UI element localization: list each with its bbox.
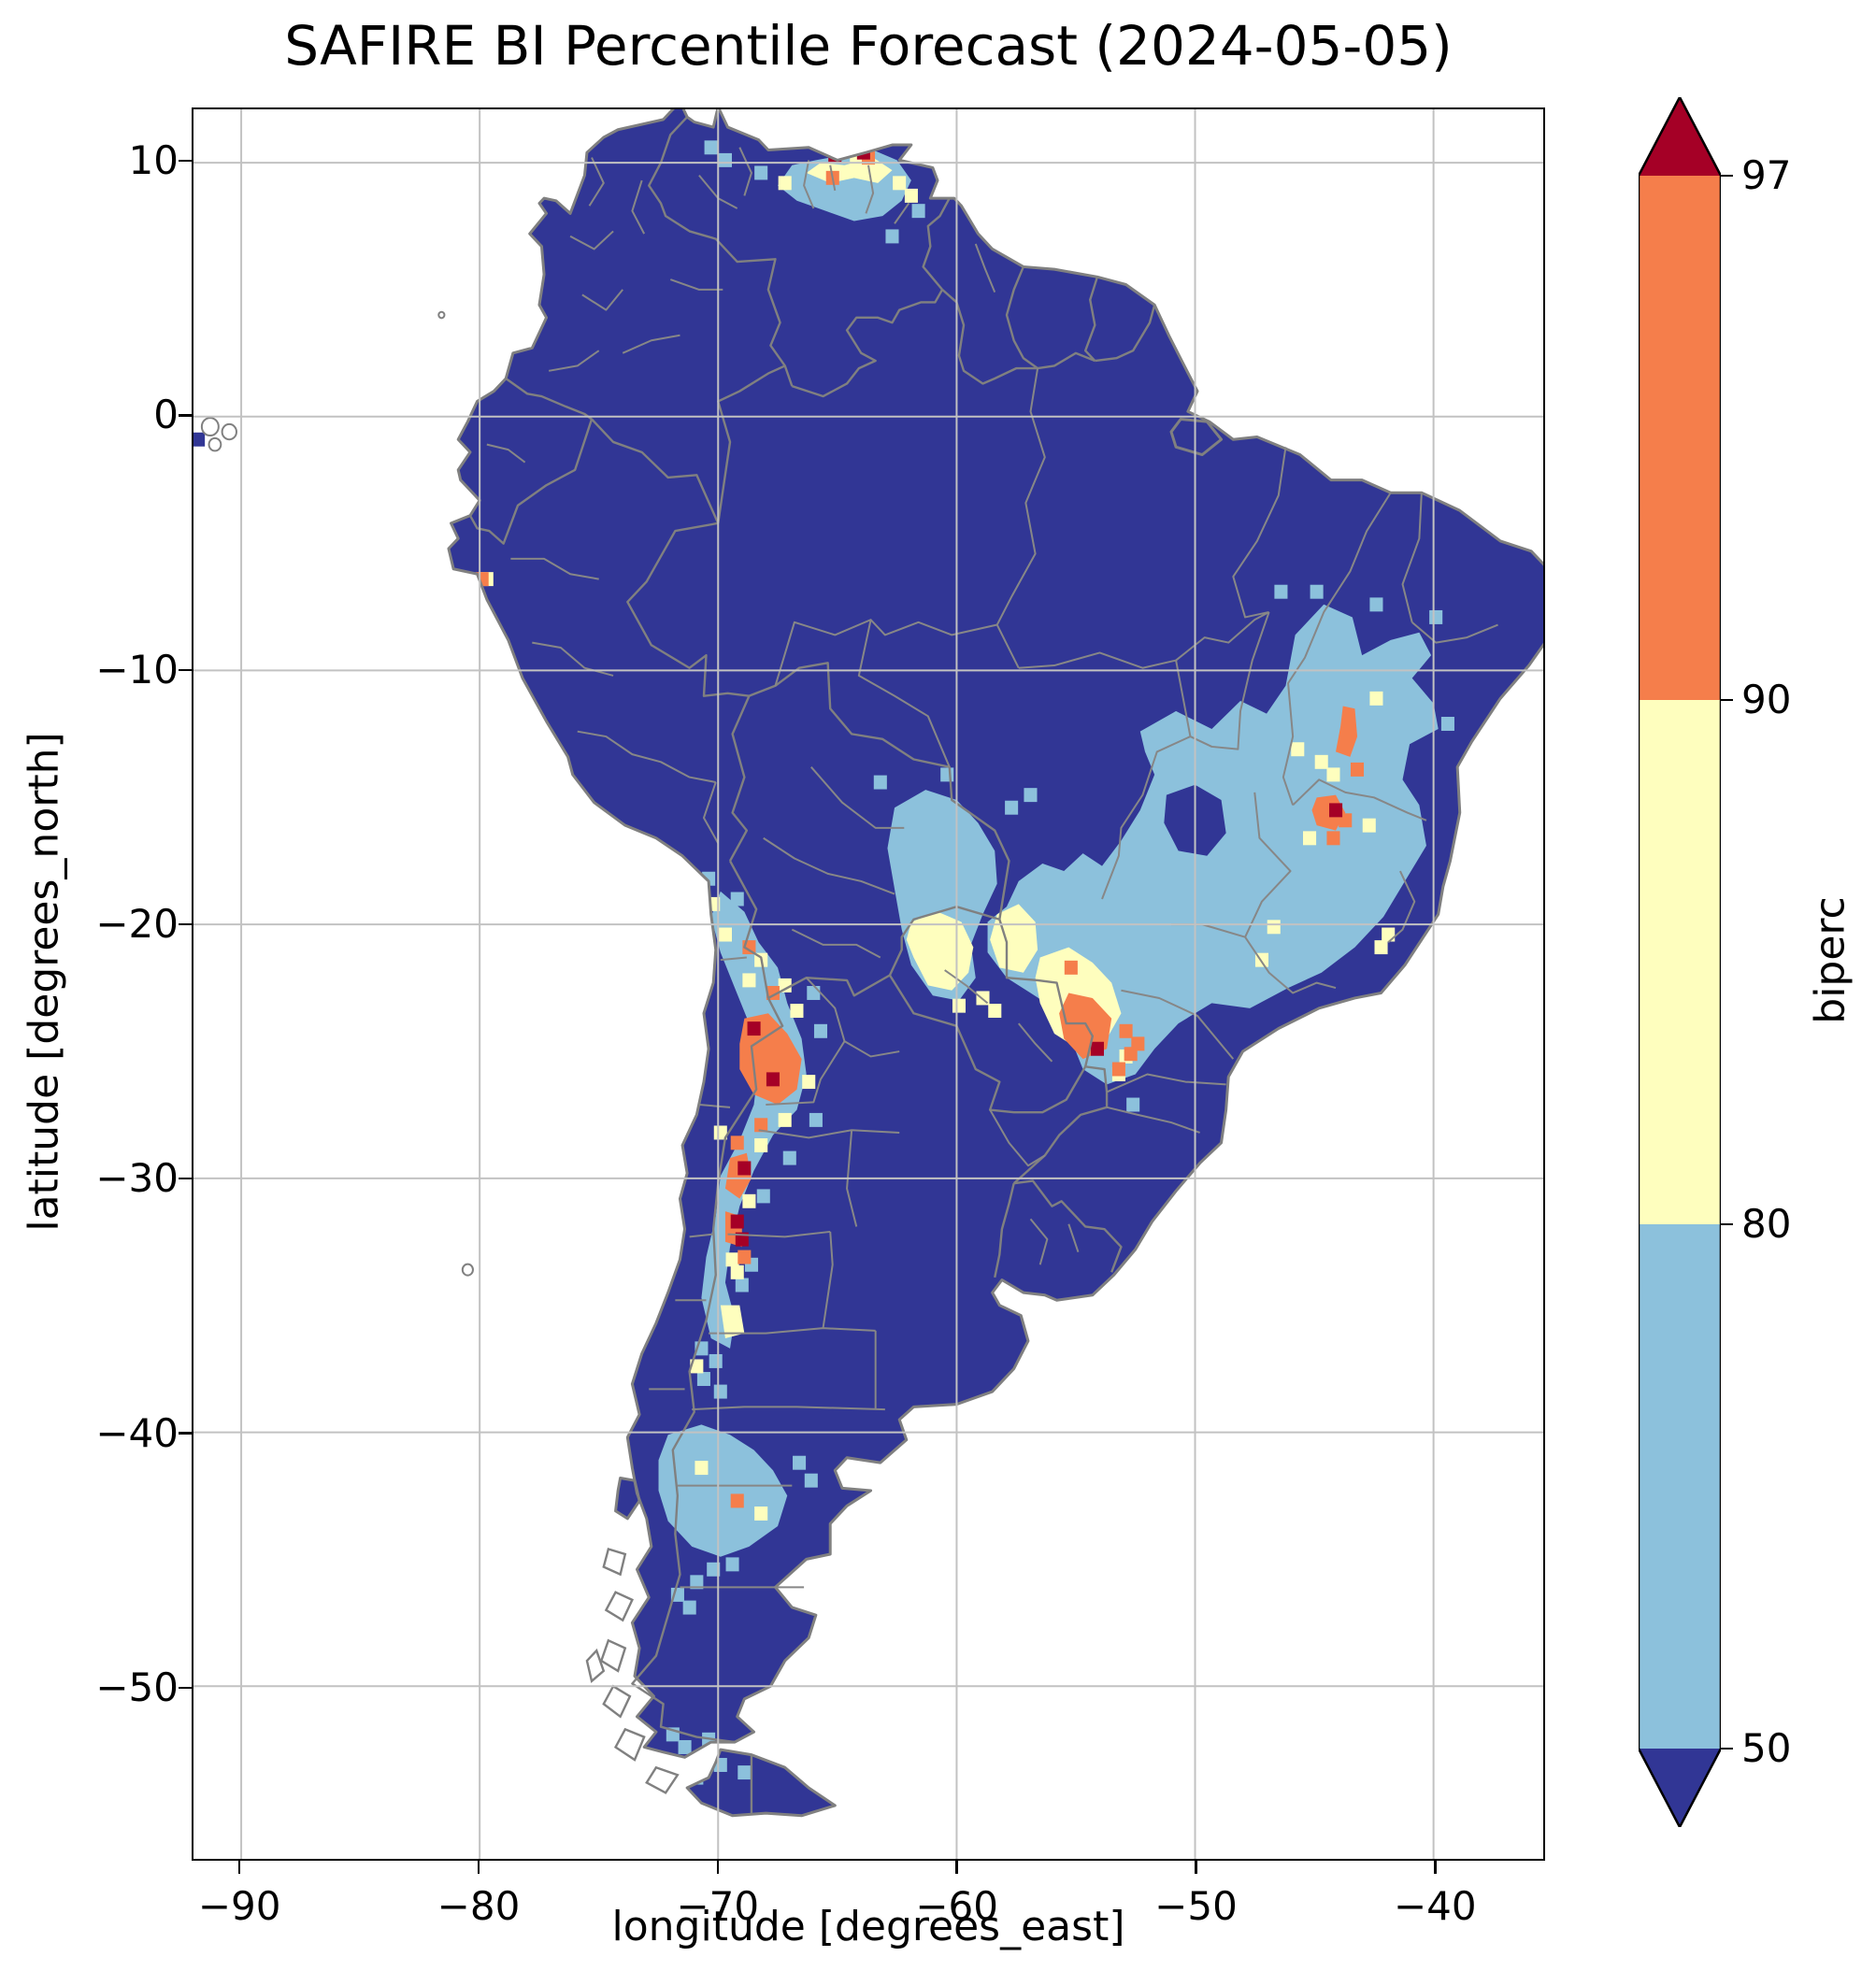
y-tick-mark xyxy=(179,922,192,926)
x-tick-label: −90 xyxy=(197,1883,281,1929)
colorbar-tick-label: 90 xyxy=(1741,677,1792,722)
x-tick-mark xyxy=(237,1861,241,1874)
y-tick-label: −10 xyxy=(95,646,179,693)
y-tick-label: −30 xyxy=(95,1155,179,1202)
y-tick-mark xyxy=(179,668,192,671)
region-mendoza-80-90 xyxy=(720,1305,745,1338)
y-tick-mark xyxy=(179,1432,192,1435)
colorbar-under-arrow xyxy=(1639,1749,1721,1827)
admin-borders xyxy=(486,147,1498,1589)
colorbar-label: biperc xyxy=(1806,896,1855,1024)
x-tick-label: −40 xyxy=(1393,1883,1477,1929)
y-axis-label: latitude [degrees_north] xyxy=(20,732,68,1232)
island xyxy=(645,1765,680,1794)
colorbar-svg xyxy=(1637,94,1723,1830)
y-tick-mark xyxy=(179,414,192,417)
x-axis-label: longitude [degrees_east] xyxy=(611,1903,1125,1950)
percentile-overlays xyxy=(467,140,1454,1785)
x-tick-mark xyxy=(1195,1861,1197,1874)
region-north-patagonia-50-80 xyxy=(658,1424,788,1557)
island xyxy=(602,1548,627,1577)
y-tick-mark xyxy=(179,159,192,163)
colorbar xyxy=(1637,94,1723,1830)
island xyxy=(602,1684,632,1719)
colorbar-tick-label: 50 xyxy=(1741,1725,1792,1771)
colorbar-tick-label: 80 xyxy=(1741,1201,1792,1247)
x-tick-label: −50 xyxy=(1154,1883,1238,1929)
x-tick-mark xyxy=(955,1861,958,1874)
colorbar-tick-mark xyxy=(1721,698,1733,702)
y-tick-label: −50 xyxy=(95,1664,179,1710)
island xyxy=(599,1638,627,1673)
colorbar-over-arrow xyxy=(1639,97,1721,176)
x-tick-mark xyxy=(477,1861,480,1874)
y-tick-label: −20 xyxy=(95,901,179,947)
region-west-bahia-strip-90-97 xyxy=(1336,706,1358,757)
map-svg xyxy=(193,109,1543,1859)
y-tick-label: 0 xyxy=(153,392,179,438)
colorbar-tick-label: 97 xyxy=(1741,152,1792,198)
y-tick-label: 10 xyxy=(128,137,179,184)
coastline xyxy=(447,109,1543,1818)
small-island xyxy=(200,417,220,437)
colorbar-tick-mark xyxy=(1721,174,1733,178)
page-title: SAFIRE BI Percentile Forecast (2024-05-0… xyxy=(284,14,1453,78)
small-island xyxy=(221,422,237,441)
x-tick-mark xyxy=(1434,1861,1437,1874)
x-tick-label: −60 xyxy=(915,1883,998,1929)
y-tick-mark xyxy=(179,1686,192,1690)
small-island xyxy=(208,436,222,452)
region-pantanal-ms-80-90 xyxy=(990,904,1038,973)
y-tick-mark xyxy=(179,1178,192,1180)
island xyxy=(613,1727,646,1762)
x-tick-label: −70 xyxy=(676,1883,760,1929)
island xyxy=(604,1591,634,1622)
small-island xyxy=(461,1263,474,1277)
x-tick-label: −80 xyxy=(437,1883,521,1929)
country-borders xyxy=(468,116,1156,1814)
y-tick-label: −40 xyxy=(95,1409,179,1456)
small-island xyxy=(437,310,446,320)
colorbar-tick-mark xyxy=(1721,1222,1733,1226)
x-tick-mark xyxy=(716,1861,720,1874)
island xyxy=(585,1648,606,1683)
map-canvas xyxy=(193,109,1543,1859)
colorbar-tick-mark xyxy=(1721,1747,1733,1750)
gridlines xyxy=(193,109,1543,1859)
map-plot-area xyxy=(192,107,1545,1861)
